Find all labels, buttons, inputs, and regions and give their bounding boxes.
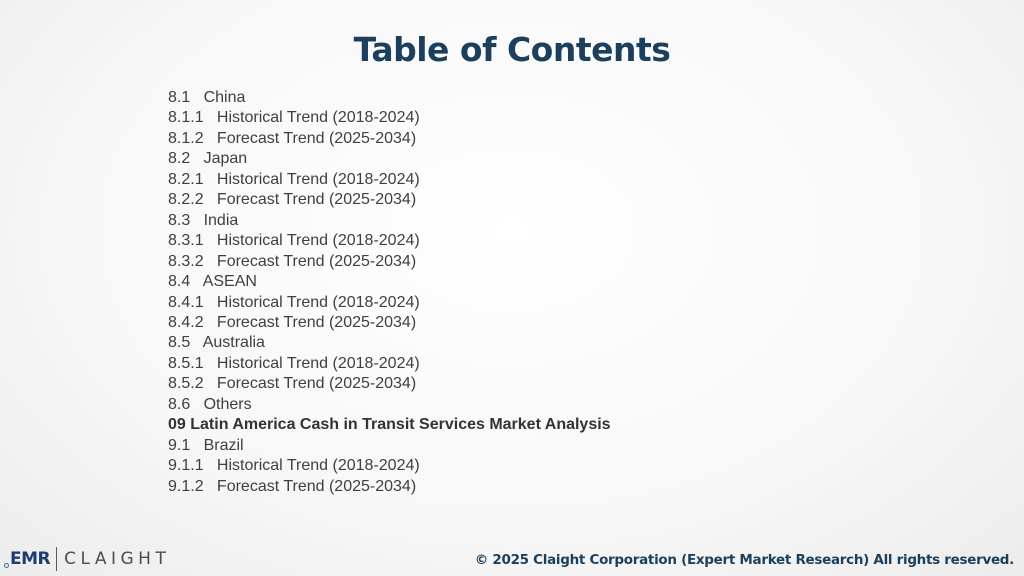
toc-item: 8.5.2 Forecast Trend (2025-2034) [168,375,417,393]
toc-section-heading: 09 Latin America Cash in Transit Service… [168,416,611,434]
toc-item: 8.5 Australia [168,334,265,352]
toc-item: 8.1.1 Historical Trend (2018-2024) [168,109,420,127]
toc-item: 9.1 Brazil [168,436,244,454]
company-logo: EMR CLAIGHT [4,544,171,574]
logo-emr: EMR [4,549,51,569]
toc-item: 8.4.1 Historical Trend (2018-2024) [168,293,420,311]
toc-list: 8.1 China 8.1.1 Historical Trend (2018-20… [168,88,611,497]
toc-item: 8.4 ASEAN [168,273,257,291]
toc-item: 8.2.2 Forecast Trend (2025-2034) [168,191,417,209]
toc-item: 8.1.2 Forecast Trend (2025-2034) [168,129,417,147]
toc-item: 9.1.1 Historical Trend (2018-2024) [168,457,420,475]
logo-emr-text: EMR [10,549,51,569]
toc-item: 8.4.2 Forecast Trend (2025-2034) [168,313,417,331]
copyright-notice: © 2025 Claight Corporation (Expert Marke… [474,552,1015,568]
page-title: Table of Contents [353,30,671,69]
toc-item: 8.2 Japan [168,150,248,168]
toc-item: 8.3 India [168,211,239,229]
toc-item: 8.6 Others [168,395,252,413]
logo-divider [56,547,58,571]
toc-item: 9.1.2 Forecast Trend (2025-2034) [168,477,417,495]
toc-item: 8.3.1 Historical Trend (2018-2024) [168,232,420,250]
logo-claight-text: CLAIGHT [64,549,171,569]
toc-item: 8.5.1 Historical Trend (2018-2024) [168,354,420,372]
logo-dot-icon [4,563,9,568]
toc-item: 8.3.2 Forecast Trend (2025-2034) [168,252,417,270]
toc-item: 8.1 China [168,89,246,106]
toc-item: 8.2.1 Historical Trend (2018-2024) [168,170,420,188]
